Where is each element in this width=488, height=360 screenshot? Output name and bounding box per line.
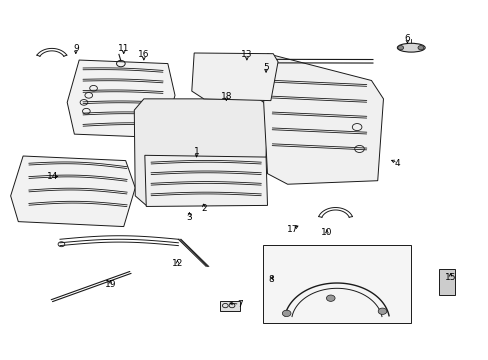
- Text: 18: 18: [220, 91, 232, 100]
- Text: 16: 16: [138, 50, 149, 59]
- Text: 1: 1: [193, 147, 199, 156]
- Text: 14: 14: [47, 172, 59, 181]
- Polygon shape: [144, 155, 267, 207]
- Text: 6: 6: [404, 34, 409, 43]
- Polygon shape: [263, 54, 383, 184]
- Polygon shape: [11, 156, 135, 226]
- Polygon shape: [67, 60, 175, 138]
- Text: 9: 9: [73, 44, 79, 53]
- Text: 5: 5: [263, 63, 268, 72]
- Text: 7: 7: [236, 300, 242, 309]
- Circle shape: [397, 46, 403, 50]
- Text: 17: 17: [286, 225, 298, 234]
- Polygon shape: [134, 99, 268, 206]
- Text: 13: 13: [241, 50, 252, 59]
- Text: 10: 10: [321, 229, 332, 238]
- Circle shape: [282, 310, 290, 316]
- Text: 8: 8: [267, 275, 273, 284]
- Bar: [262, 245, 410, 323]
- Ellipse shape: [397, 43, 424, 52]
- Bar: [219, 301, 239, 311]
- Text: 3: 3: [186, 212, 192, 221]
- Text: 19: 19: [104, 280, 116, 289]
- Text: 12: 12: [171, 260, 183, 269]
- Polygon shape: [191, 53, 278, 100]
- Text: 11: 11: [118, 44, 129, 53]
- Circle shape: [417, 46, 423, 50]
- Text: 2: 2: [201, 204, 206, 213]
- Bar: [438, 269, 454, 294]
- Text: 4: 4: [394, 158, 400, 167]
- Circle shape: [377, 308, 386, 314]
- Text: 15: 15: [444, 273, 455, 282]
- Circle shape: [326, 295, 334, 301]
